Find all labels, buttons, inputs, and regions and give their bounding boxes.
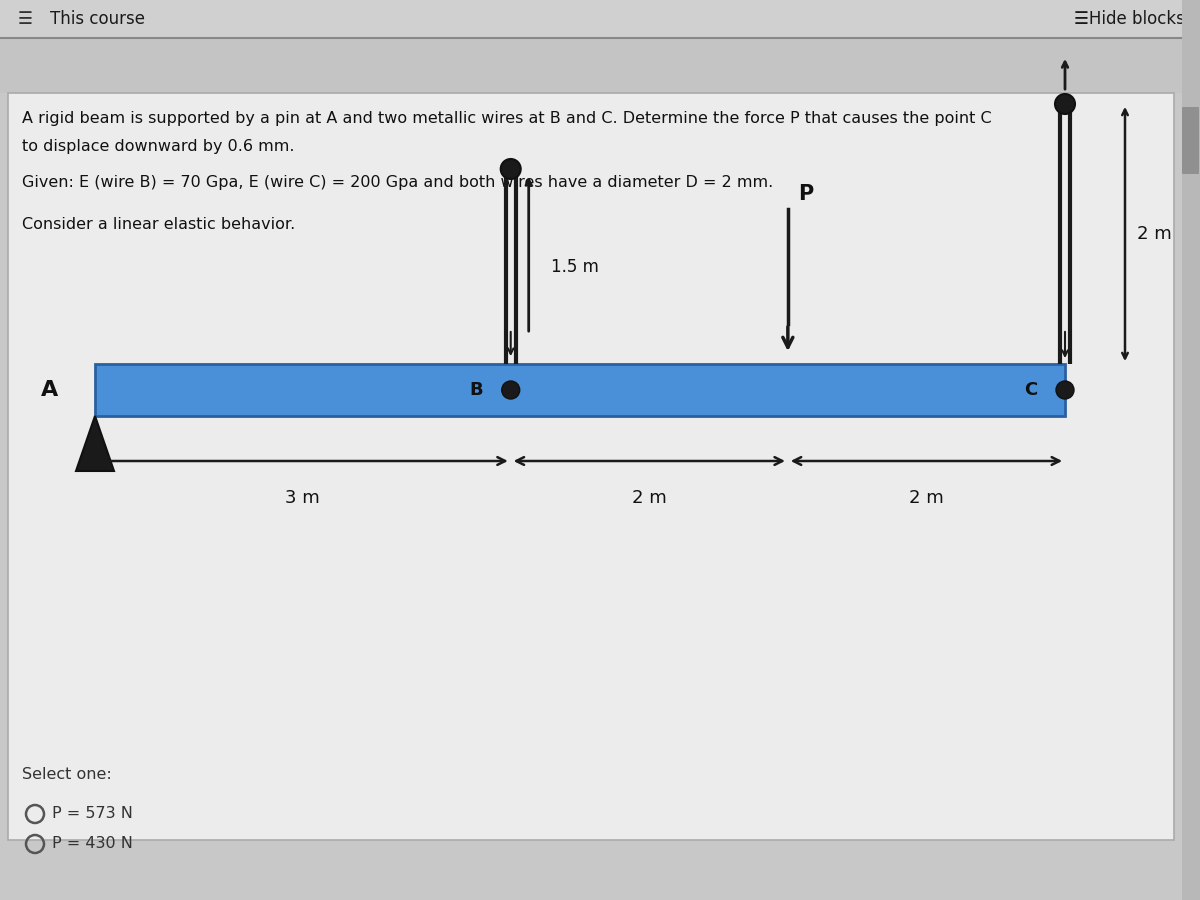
Bar <box>0 38 1200 93</box>
Circle shape <box>1055 94 1075 114</box>
Text: Select one:: Select one: <box>22 767 112 782</box>
Text: A rigid beam is supported by a pin at A and two metallic wires at B and C. Deter: A rigid beam is supported by a pin at A … <box>22 111 991 126</box>
FancyBboxPatch shape <box>1182 107 1199 174</box>
Text: B: B <box>469 381 482 399</box>
Text: C: C <box>1024 381 1037 399</box>
Text: Consider a linear elastic behavior.: Consider a linear elastic behavior. <box>22 217 295 232</box>
Text: 1.5 m: 1.5 m <box>551 257 599 275</box>
Text: 2 m: 2 m <box>632 489 667 507</box>
Text: to displace downward by 0.6 mm.: to displace downward by 0.6 mm. <box>22 139 294 154</box>
FancyBboxPatch shape <box>8 93 1174 840</box>
Text: P = 573 N: P = 573 N <box>52 806 133 822</box>
Text: 2 m: 2 m <box>910 489 944 507</box>
Bar <box>95 364 1066 416</box>
Text: ☰: ☰ <box>18 10 32 28</box>
Bar <box>1182 0 1200 900</box>
Circle shape <box>500 159 521 179</box>
Bar <box>0 0 1200 38</box>
Circle shape <box>1056 381 1074 399</box>
Text: 2 m: 2 m <box>1138 225 1171 243</box>
Text: Given: E (wire B) = 70 Gpa, E (wire C) = 200 Gpa and both wires have a diameter : Given: E (wire B) = 70 Gpa, E (wire C) =… <box>22 175 773 190</box>
Text: P = 430 N: P = 430 N <box>52 836 133 851</box>
Text: ☰Hide blocks: ☰Hide blocks <box>1074 10 1186 28</box>
Polygon shape <box>76 416 114 471</box>
Circle shape <box>502 381 520 399</box>
Text: 3 m: 3 m <box>286 489 320 507</box>
Text: P: P <box>798 184 814 204</box>
Text: A: A <box>41 380 59 400</box>
Text: This course: This course <box>50 10 145 28</box>
